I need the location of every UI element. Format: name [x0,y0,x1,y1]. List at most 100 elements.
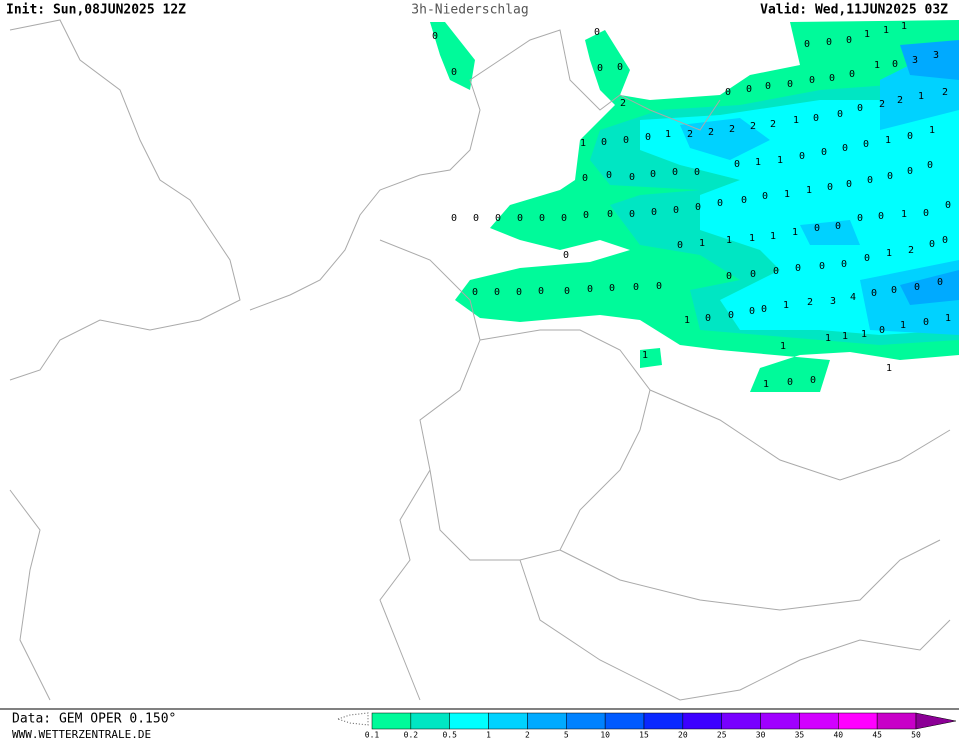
border [559,389,951,611]
grid-value: 0 [734,159,740,170]
grid-value: 0 [656,281,662,292]
legend-level: 1 [486,731,491,740]
grid-value: 0 [695,202,701,213]
legend-level: 0.5 [442,731,457,740]
grid-value: 1 [763,379,769,390]
grid-value: 0 [587,284,593,295]
grid-value: 0 [846,179,852,190]
grid-value: 0 [673,205,679,216]
grid-value: 1 [749,233,755,244]
legend-level: 30 [756,731,766,740]
grid-value: 0 [517,213,523,224]
legend-swatch [566,712,606,730]
grid-value: 0 [629,209,635,220]
legend-swatch [682,712,722,730]
legend-arrow [915,712,957,730]
map-title: 3h-Niederschlag [411,3,528,18]
grid-value: 0 [929,239,935,250]
grid-value: 1 [793,115,799,126]
grid-value: 0 [809,75,815,86]
grid-value: 0 [651,207,657,218]
grid-value: 0 [563,250,569,261]
grid-value: 2 [942,87,948,98]
grid-value: 0 [842,143,848,154]
legend-level: 2 [525,731,530,740]
grid-value: 0 [907,131,913,142]
grid-value: 0 [945,200,951,211]
grid-value: 0 [451,67,457,78]
precip-area [430,22,475,90]
legend-level: 25 [717,731,727,740]
grid-value: 1 [918,91,924,102]
grid-value: 0 [629,172,635,183]
legend-level: 0.1 [365,731,380,740]
grid-value: 0 [717,198,723,209]
grid-value: 0 [606,170,612,181]
legend-level: 15 [639,731,649,740]
grid-value: 0 [907,166,913,177]
legend-swatch [371,712,412,730]
grid-value: 0 [561,213,567,224]
legend-swatch [488,712,528,730]
grid-value: 0 [892,59,898,70]
grid-value: 0 [594,27,600,38]
grid-value: 0 [787,377,793,388]
legend-swatch [876,712,917,730]
grid-value: 0 [472,287,478,298]
grid-value: 1 [780,341,786,352]
legend: 0.1 0.2 0.5 1 2 5 10 15 20 25 30 35 40 45 50 [365,712,957,740]
site-label: WWW.WETTERZENTRALE.DE [12,728,151,741]
grid-value: 0 [814,223,820,234]
grid-value: 0 [741,195,747,206]
precip-area [640,348,662,368]
grid-value: 0 [451,213,457,224]
grid-value: 1 [783,300,789,311]
legend-level: 45 [872,731,882,740]
grid-value: 4 [850,292,856,303]
grid-value: 0 [891,285,897,296]
legend-level: 35 [795,731,805,740]
grid-value: 0 [538,286,544,297]
grid-value: 3 [933,50,939,61]
grid-value: 0 [849,69,855,80]
grid-value: 3 [830,296,836,307]
grid-value: 0 [765,81,771,92]
grid-value: 1 [699,238,705,249]
grid-value: 0 [694,167,700,178]
grid-value: 1 [861,329,867,340]
grid-value: 1 [883,25,889,36]
grid-value: 1 [825,333,831,344]
grid-value: 1 [784,189,790,200]
grid-value: 0 [432,31,438,42]
legend-swatch [410,712,450,730]
grid-values: 0 00 0 01 1 10 0 033010000000221220001222221000… [0,0,951,390]
grid-value: 0 [787,79,793,90]
border [519,559,951,701]
valid-label: Valid: Wed,11JUN2025 03Z [760,3,948,18]
grid-value: 0 [494,287,500,298]
grid-value: 0 [761,304,767,315]
precip-area [900,40,959,305]
grid-value: 0 [564,286,570,297]
legend-swatch [604,712,645,730]
grid-value: 0 [633,282,639,293]
grid-value: 1 [726,235,732,246]
grid-value: 0 [583,210,589,221]
grid-value: 0 [750,269,756,280]
grid-value: 0 [804,39,810,50]
legend-swatch [721,712,761,730]
grid-value: 0 [914,282,920,293]
grid-value: 1 [806,185,812,196]
precip-areas [430,20,959,392]
coastline [9,19,241,381]
grid-value: 0 [867,175,873,186]
grid-value: 0 [725,87,731,98]
grid-value: 2 [879,99,885,110]
grid-value: 0 [607,209,613,220]
legend-under-arrow [336,712,369,726]
grid-value: 0 [762,191,768,202]
grid-value: 0 [539,213,545,224]
grid-value: 1 [755,157,761,168]
grid-value: 1 [842,331,848,342]
